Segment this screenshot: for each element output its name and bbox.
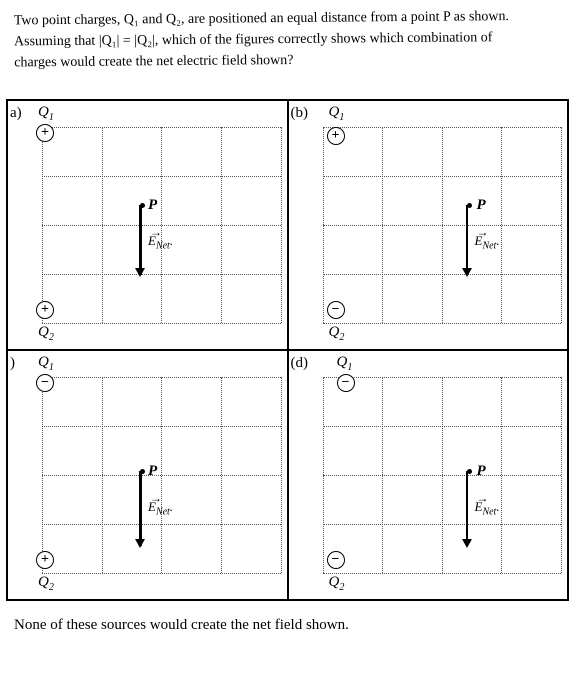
gridlines <box>323 377 562 573</box>
plus-charge-icon: + <box>327 127 345 145</box>
enet-label: →ENet. <box>475 499 500 518</box>
enet-vector-arrow <box>139 205 142 275</box>
point-p-label: P <box>148 197 157 214</box>
q2-label: Q2 <box>329 574 345 593</box>
point-p-label: P <box>477 197 486 214</box>
panels-grid: a)Q1++Q2P→ENet.(b)Q1+−Q2P→ENet.)Q1−+Q2P→… <box>6 99 569 601</box>
point-p-label: P <box>477 463 486 480</box>
q1-label: Q1 <box>337 354 353 373</box>
q2-label: Q2 <box>38 574 54 593</box>
plus-charge-icon: + <box>36 551 54 569</box>
enet-label: →ENet. <box>148 233 173 252</box>
plus-charge-icon: + <box>36 124 54 142</box>
gridlines <box>42 377 281 573</box>
q1-label: Q1 <box>38 354 54 373</box>
q1-label: Q1 <box>329 104 345 123</box>
enet-vector-arrow <box>466 205 469 275</box>
panel-label: (d) <box>291 355 309 372</box>
minus-charge-icon: − <box>337 374 355 392</box>
gridlines <box>323 127 562 323</box>
minus-charge-icon: − <box>327 301 345 319</box>
panel-d: (d)Q1−−Q2P→ENet. <box>288 350 569 600</box>
enet-label: →ENet. <box>148 499 173 518</box>
minus-charge-icon: − <box>36 374 54 392</box>
point-p-label: P <box>148 463 157 480</box>
minus-charge-icon: − <box>327 551 345 569</box>
panel-label: ) <box>10 355 15 372</box>
panel-label: (b) <box>291 105 309 122</box>
panel-b: (b) Q1 + − Q2 P →ENet. <box>288 100 569 350</box>
q2-label: Q2 <box>329 324 345 343</box>
enet-label: →ENet. <box>475 233 500 252</box>
panel-a: a)Q1++Q2P→ENet. <box>7 100 288 350</box>
enet-vector-arrow <box>466 471 469 546</box>
question-text: Two point charges, Q₁ and Q₂, are positi… <box>6 6 572 74</box>
q1-label: Q1 <box>38 104 54 123</box>
plus-charge-icon: + <box>36 301 54 319</box>
enet-vector-arrow <box>139 471 142 546</box>
panel-c: ) Q1− + Q2 P →ENet. <box>7 350 288 600</box>
q2-label: Q2 <box>38 324 54 343</box>
footer-text: None of these sources would create the n… <box>6 617 571 634</box>
panel-label: a) <box>10 105 22 122</box>
question-line3: charges would create the net electric fi… <box>14 48 567 74</box>
